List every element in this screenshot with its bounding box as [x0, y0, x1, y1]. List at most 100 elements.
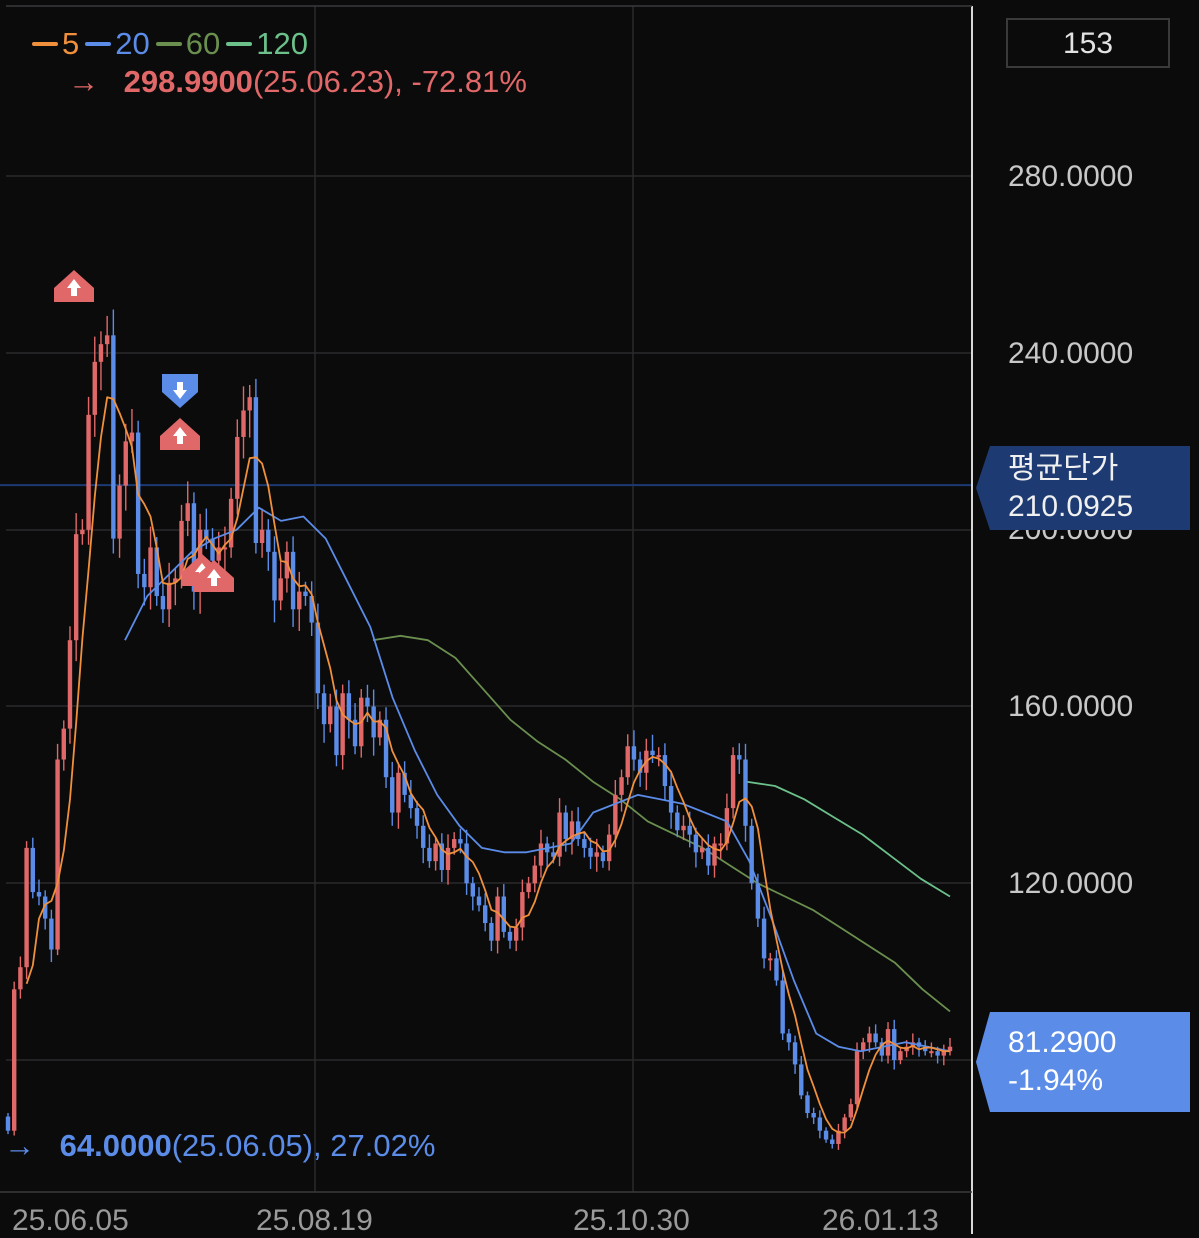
candle-body — [222, 547, 228, 550]
legend-ma20[interactable]: 20 — [85, 26, 150, 62]
candle-body — [235, 436, 240, 499]
candle-body — [433, 843, 438, 862]
candle-body — [619, 777, 624, 795]
candle-body — [582, 839, 587, 848]
candle-body — [631, 746, 637, 760]
candle-body — [848, 1104, 854, 1118]
candle-body — [470, 883, 476, 897]
candle-body — [873, 1033, 878, 1043]
candle-body — [501, 896, 506, 932]
candle-body — [594, 852, 599, 857]
y-tick-label: 240.0000 — [1008, 337, 1134, 370]
candle-body — [780, 980, 785, 1034]
candle-body — [445, 847, 451, 870]
candle-body — [489, 923, 494, 941]
candle-body — [724, 808, 730, 844]
candle-body — [836, 1130, 841, 1144]
ma60-layer — [372, 634, 951, 1013]
candle-body — [526, 883, 531, 893]
y-tick-label: 160.0000 — [1008, 690, 1134, 723]
candle-body — [662, 755, 668, 787]
legend-ma120[interactable]: 120 — [226, 26, 308, 62]
candle-body — [947, 1046, 953, 1052]
candle-body — [625, 746, 630, 778]
candle-body — [693, 834, 699, 853]
chart-frame — [0, 5, 973, 1234]
current-price-tag: 81.2900 -1.94% — [976, 1012, 1190, 1112]
candle-body — [563, 812, 568, 840]
candle-body — [204, 529, 209, 539]
legend-label: 20 — [115, 26, 150, 61]
buy-marker — [194, 560, 234, 592]
candle-body — [278, 578, 283, 601]
arrow-right-icon: → — [68, 64, 99, 99]
candle-body — [458, 839, 463, 844]
candle-body — [315, 622, 321, 694]
ma-legend: 5 20 60 120 — [32, 26, 308, 62]
candle-body — [830, 1139, 835, 1144]
arrow-down-icon — [173, 382, 187, 399]
current-price-value: 81.2900 — [1008, 1026, 1117, 1059]
candle-body — [513, 927, 519, 941]
candles-layer — [5, 309, 953, 1150]
candle-body — [730, 755, 736, 809]
candle-body — [303, 591, 308, 597]
candle-count-box[interactable]: 153 — [1006, 18, 1170, 68]
x-tick-label: 25.10.30 — [573, 1204, 690, 1237]
candle-body — [266, 529, 271, 552]
candle-body — [588, 847, 593, 857]
legend-ma60[interactable]: 60 — [155, 26, 220, 62]
ma120-line — [745, 780, 951, 898]
candle-body — [67, 640, 73, 729]
candle-body — [842, 1117, 847, 1131]
ma20-line — [124, 506, 951, 1053]
candle-body — [575, 821, 581, 840]
average-price-tag: 평균단가 210.0925 — [976, 446, 1190, 530]
candle-body — [49, 918, 54, 950]
buy-marker — [54, 270, 94, 302]
candle-body — [123, 441, 128, 486]
candle-body — [259, 529, 265, 544]
candle-body — [86, 414, 91, 530]
candle-body — [427, 847, 432, 862]
ma120-layer — [745, 780, 951, 898]
candle-body — [749, 825, 754, 884]
legend-ma5[interactable]: 5 — [32, 26, 79, 62]
candle-body — [799, 1064, 804, 1096]
candle-body — [755, 883, 761, 919]
candle-body — [5, 1116, 11, 1131]
candle-body — [160, 596, 166, 610]
legend-swatch — [32, 42, 58, 46]
x-tick-label: 25.08.19 — [256, 1204, 373, 1237]
candle-body — [284, 551, 290, 579]
arrow-up-icon — [207, 569, 221, 586]
candle-body — [396, 772, 401, 813]
x-tick-label: 26.01.13 — [822, 1204, 939, 1237]
candle-body — [675, 812, 680, 831]
candle-body — [867, 1033, 872, 1043]
candle-body — [681, 825, 686, 831]
candle-body — [24, 847, 29, 968]
candle-body — [668, 786, 674, 813]
candle-body — [18, 967, 23, 990]
candle-body — [377, 719, 383, 738]
candle-body — [340, 693, 345, 756]
candle-body — [817, 1117, 823, 1131]
candle-body — [135, 432, 141, 574]
candle-body — [495, 896, 500, 941]
candle-body — [929, 1051, 934, 1054]
candle-body — [885, 1029, 891, 1056]
candle-body — [421, 825, 426, 848]
candle-body — [173, 578, 178, 583]
candle-body — [737, 755, 742, 760]
ma20-layer — [124, 506, 951, 1053]
low-price-pct: , 27.02% — [313, 1128, 436, 1163]
candle-body — [55, 759, 60, 950]
candle-body — [210, 538, 215, 561]
candle-body — [166, 582, 172, 610]
candle-body — [464, 843, 469, 884]
ma5-layer — [25, 396, 950, 1134]
candle-body — [613, 794, 618, 835]
candle-body — [290, 551, 296, 610]
